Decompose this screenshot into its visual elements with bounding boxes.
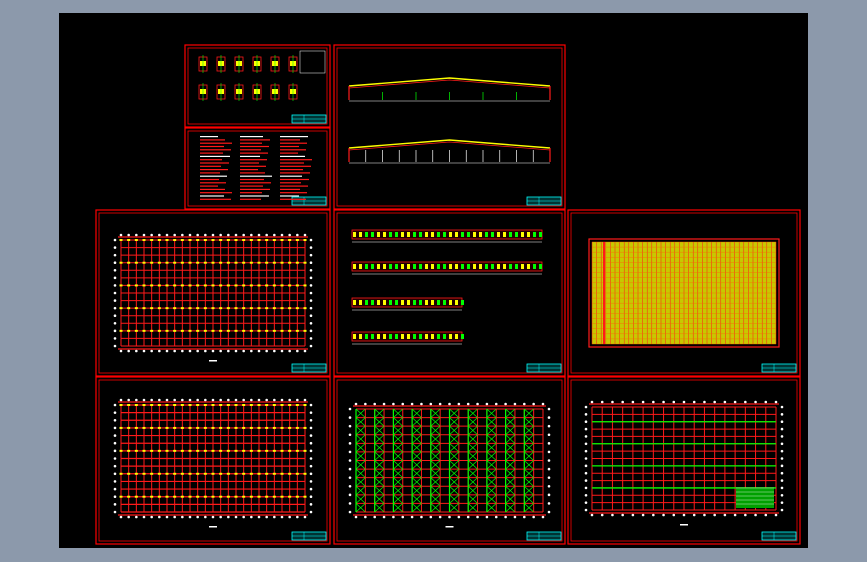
title-block xyxy=(526,531,562,541)
sheet-foundation-plan[interactable] xyxy=(95,209,331,377)
drawing-label xyxy=(209,360,217,362)
title-block xyxy=(761,363,797,373)
legend-table xyxy=(736,488,774,508)
title-block xyxy=(526,363,562,373)
title-block xyxy=(291,114,327,124)
title-block xyxy=(291,196,327,206)
drawing-label xyxy=(445,526,454,528)
drawing-label xyxy=(680,524,688,526)
title-block xyxy=(291,363,327,373)
sheet-roof-panel-plan[interactable] xyxy=(567,209,801,377)
sheet-frame-elevations[interactable] xyxy=(333,44,566,210)
sheet-purlin-plan[interactable] xyxy=(567,376,801,545)
drawing-label xyxy=(209,526,217,528)
sheet-bracing-plan[interactable] xyxy=(333,376,566,545)
sheet-wall-elevations[interactable] xyxy=(333,209,566,377)
title-block xyxy=(291,531,327,541)
sheet-column-plan[interactable] xyxy=(95,376,331,545)
title-block xyxy=(526,196,562,206)
sheet-notes[interactable] xyxy=(184,127,331,210)
title-block xyxy=(761,531,797,541)
sheet-details[interactable] xyxy=(184,44,331,128)
cad-model-space[interactable] xyxy=(59,13,808,548)
